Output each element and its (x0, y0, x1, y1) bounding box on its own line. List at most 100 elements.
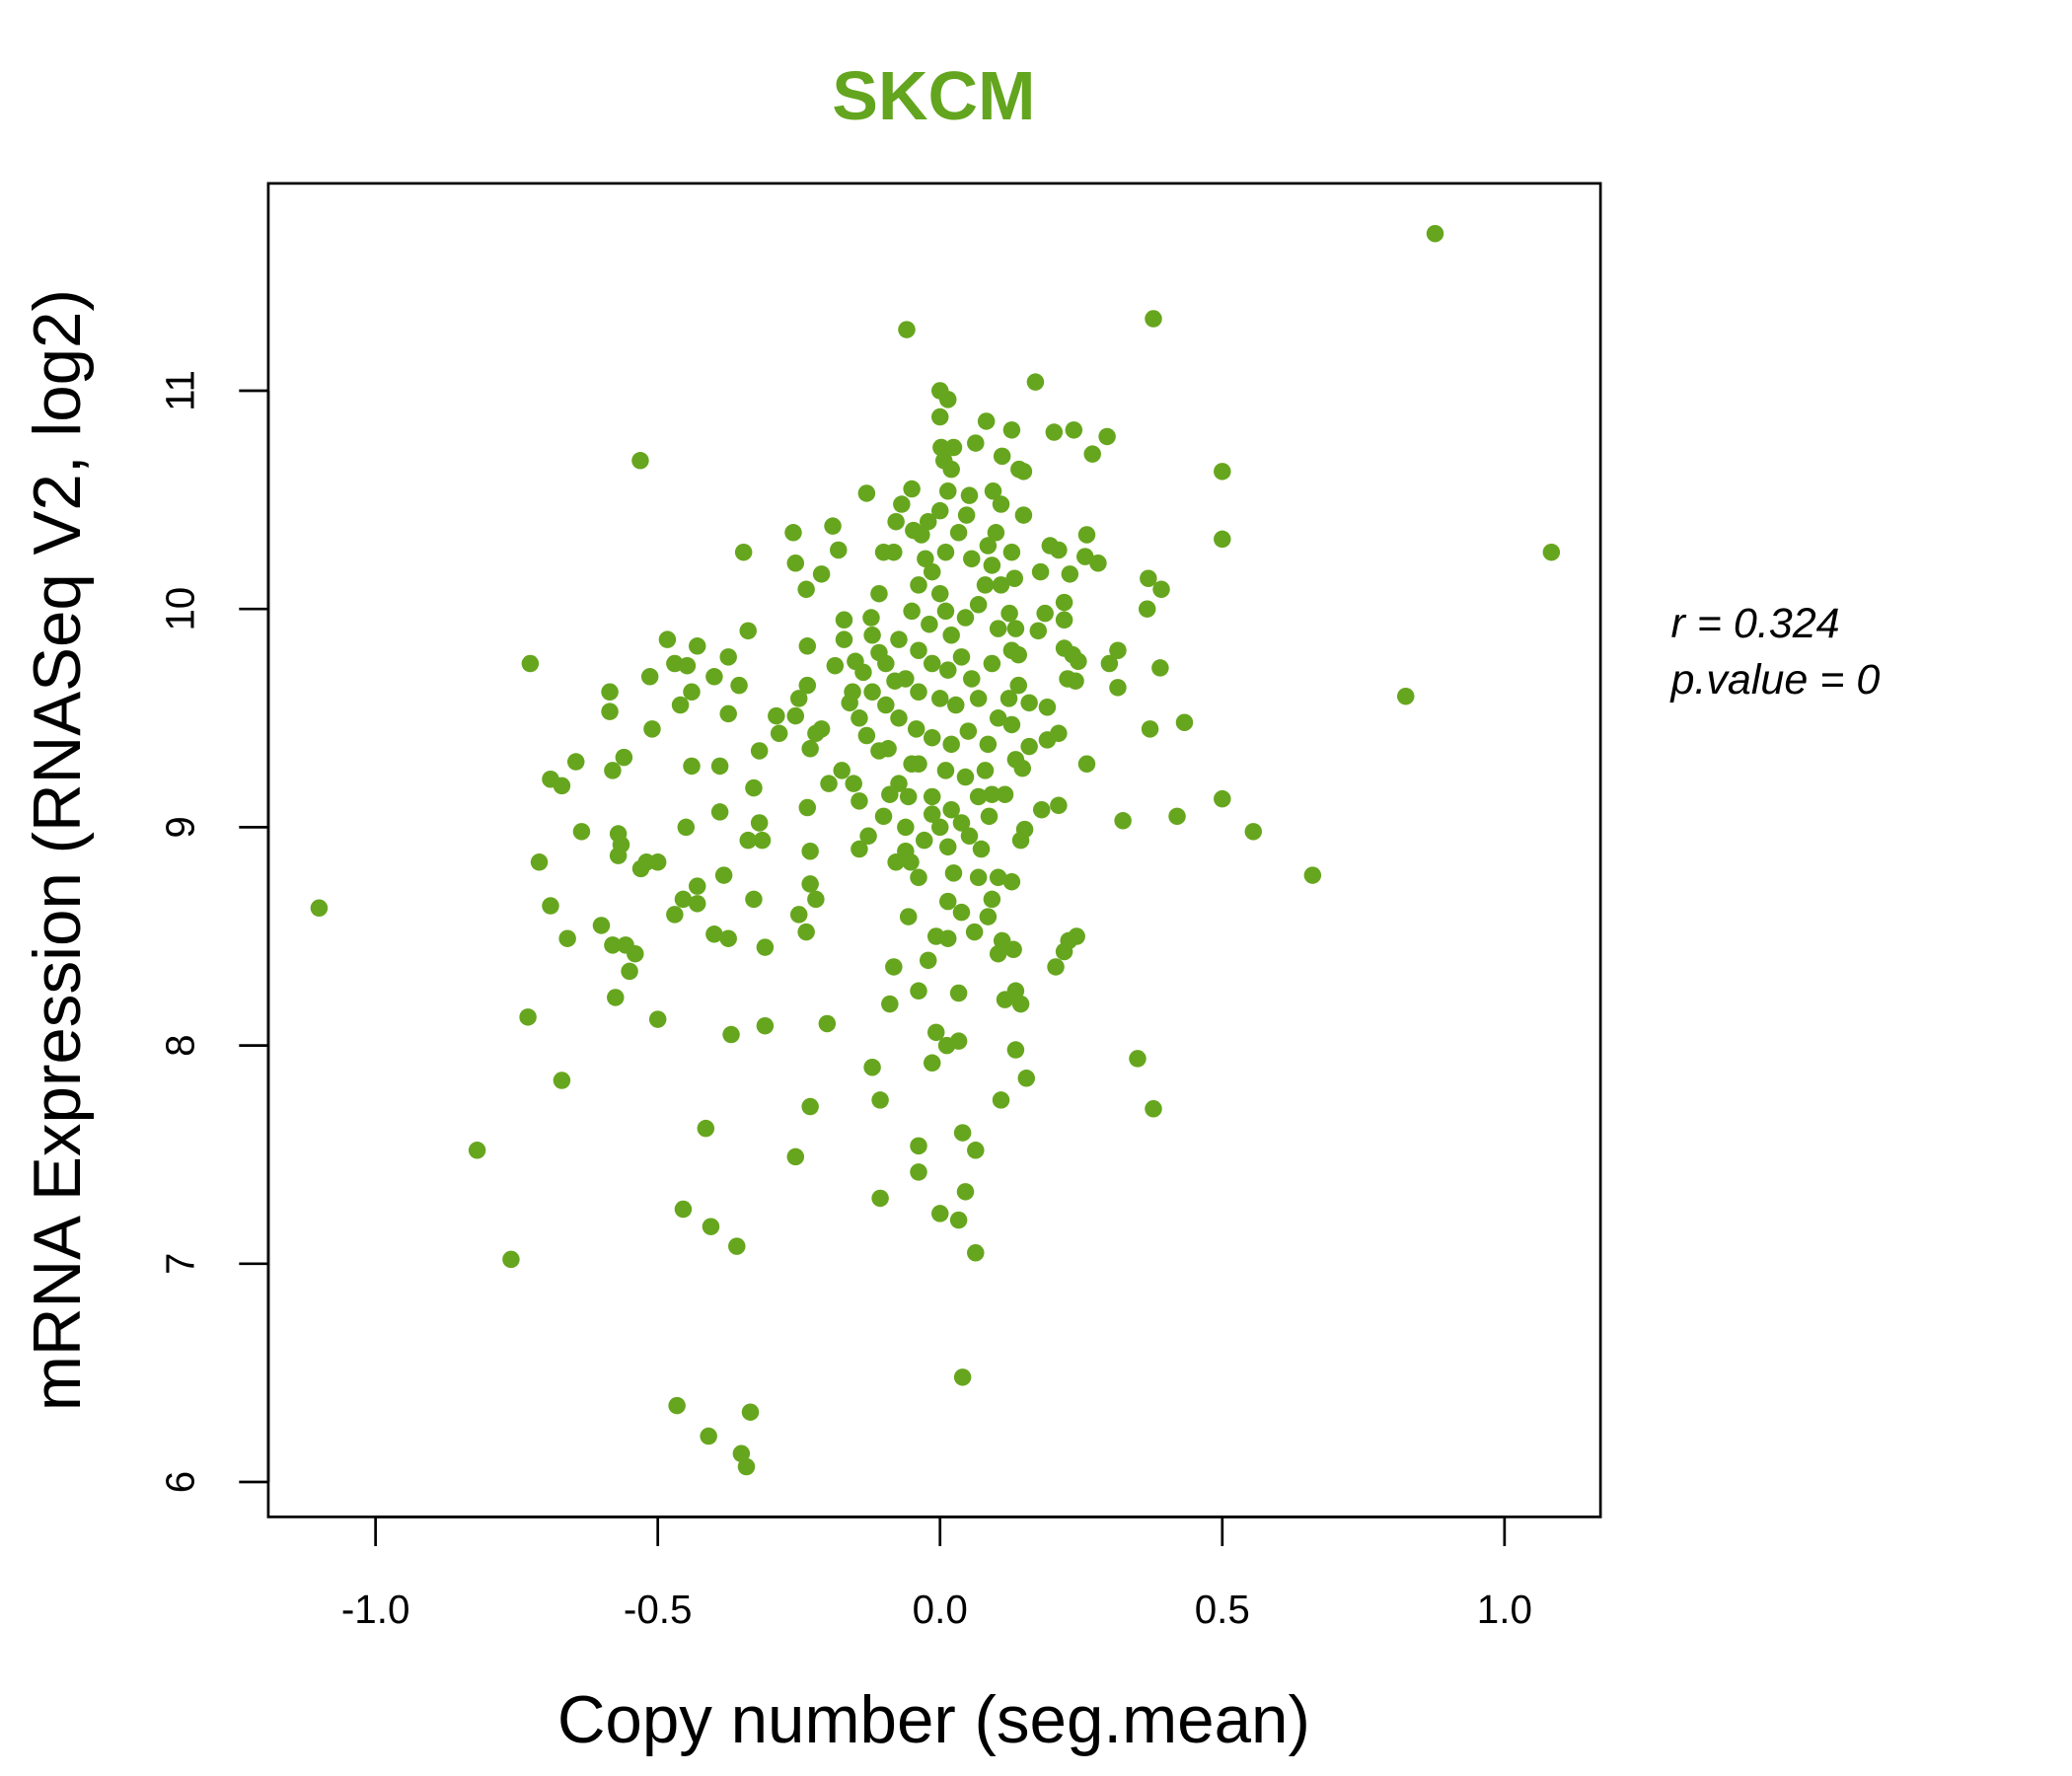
data-point (960, 827, 979, 846)
data-point (648, 1010, 667, 1028)
data-point (1006, 751, 1025, 769)
data-point (1002, 715, 1021, 734)
data-point (969, 868, 988, 887)
data-point (566, 753, 585, 771)
data-point (919, 951, 937, 970)
data-point (949, 984, 968, 1002)
y-tick-label: 9 (158, 816, 203, 838)
data-point (857, 484, 876, 502)
data-point (910, 683, 927, 702)
data-point (926, 1023, 945, 1042)
data-point (798, 637, 817, 655)
data-point (1214, 530, 1231, 549)
data-point (917, 550, 934, 568)
data-point (688, 637, 706, 655)
data-point (989, 709, 1007, 727)
data-point (789, 690, 808, 707)
data-point (648, 853, 667, 871)
data-point (530, 853, 549, 871)
data-point (1061, 565, 1079, 583)
data-point (1055, 593, 1073, 612)
data-point (1145, 1100, 1162, 1118)
data-point (913, 526, 930, 544)
data-point (784, 524, 802, 542)
data-point (835, 611, 853, 629)
data-point (1145, 310, 1162, 328)
data-point (870, 742, 888, 760)
data-point (1038, 698, 1057, 716)
data-point (1214, 789, 1231, 808)
data-point (666, 906, 684, 924)
data-point (972, 840, 991, 858)
y-axis: 6 7 8 9 10 11 (158, 370, 270, 1493)
data-point (845, 775, 862, 792)
data-point (1067, 672, 1084, 690)
data-point (949, 1211, 968, 1229)
data-point (983, 785, 1001, 803)
data-point (1045, 423, 1064, 441)
data-point (936, 602, 955, 621)
x-axis: -1.0 -0.5 0.0 0.5 1.0 (341, 1516, 1532, 1632)
data-point (1140, 569, 1157, 587)
data-point (851, 709, 868, 727)
data-point (944, 438, 963, 457)
data-point (939, 892, 957, 911)
data-point (910, 868, 927, 887)
data-point (745, 778, 763, 797)
data-point (1029, 622, 1048, 640)
data-point (807, 890, 825, 909)
data-point (923, 1054, 941, 1073)
data-point (671, 696, 690, 714)
data-point (604, 936, 622, 954)
data-point (1244, 823, 1263, 841)
data-point (310, 899, 329, 918)
data-point (607, 989, 625, 1006)
data-point (870, 643, 888, 662)
data-point (702, 1218, 720, 1235)
data-point (719, 929, 737, 947)
data-point (1151, 659, 1169, 677)
data-point (835, 630, 853, 648)
data-point (939, 838, 957, 856)
data-point (812, 565, 831, 583)
data-point (1050, 724, 1068, 743)
data-point (1068, 927, 1085, 945)
data-point (1006, 1041, 1025, 1059)
data-point (1002, 872, 1021, 891)
data-point (999, 690, 1018, 707)
data-point (989, 620, 1007, 637)
data-point (818, 1014, 837, 1033)
data-point (953, 1369, 972, 1386)
data-point (786, 706, 805, 725)
data-point (1047, 958, 1065, 976)
data-point (801, 842, 819, 860)
data-point (1077, 526, 1096, 544)
data-point (553, 777, 571, 795)
data-point (728, 1237, 746, 1255)
data-point (1396, 687, 1415, 705)
data-point (1006, 982, 1025, 1000)
data-point (885, 958, 903, 976)
data-point (801, 1097, 819, 1116)
data-point (963, 670, 981, 688)
data-point (898, 321, 916, 338)
data-point (923, 562, 941, 581)
y-tick-label: 10 (158, 587, 203, 631)
x-tick-label: 0.0 (913, 1587, 968, 1632)
x-tick-label: -1.0 (341, 1587, 410, 1632)
points-layer (310, 224, 1561, 1476)
data-point (903, 480, 921, 498)
data-point (989, 868, 1007, 887)
data-point (984, 482, 1002, 500)
data-point (705, 925, 723, 943)
data-point (967, 1142, 985, 1159)
data-point (572, 823, 591, 841)
data-point (631, 452, 649, 470)
data-point (1011, 995, 1030, 1013)
data-point (714, 866, 733, 884)
data-point (770, 724, 788, 743)
data-point (936, 762, 955, 779)
x-tick-label: -0.5 (624, 1587, 693, 1632)
data-point (753, 831, 772, 850)
data-point (1020, 737, 1038, 756)
